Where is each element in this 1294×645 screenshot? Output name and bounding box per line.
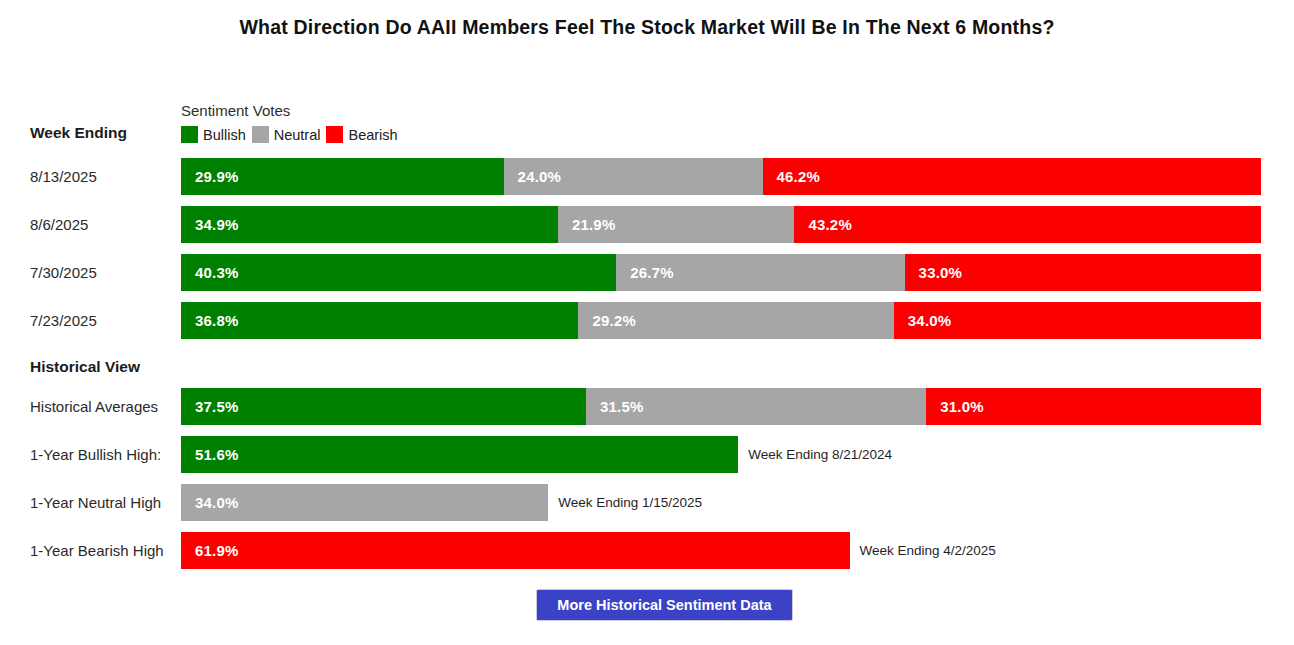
bullish-high-row: 1-Year Bullish High: 51.6% Week Ending 8…	[30, 436, 1261, 473]
legend-label-bearish: Bearish	[348, 127, 397, 143]
week-row: 8/6/2025 34.9% 21.9% 43.2%	[30, 206, 1261, 243]
bearish-segment: 43.2%	[794, 206, 1261, 243]
legend-item-neutral: Neutral	[252, 126, 321, 143]
bullish-swatch-icon	[181, 126, 198, 143]
segment-value: 34.0%	[908, 312, 952, 329]
neutral-segment: 24.0%	[504, 158, 763, 195]
segment-value: 34.0%	[195, 494, 239, 511]
historical-view-heading: Historical View	[30, 358, 140, 376]
row-label: 1-Year Neutral High	[30, 494, 181, 511]
legend: Sentiment Votes Bullish Neutral Bearish	[181, 102, 404, 143]
week-label: 7/23/2025	[30, 312, 181, 329]
segment-value: 33.0%	[919, 264, 963, 281]
week-ending-heading: Week Ending	[30, 124, 127, 142]
segment-value: 40.3%	[195, 264, 239, 281]
row-label: 1-Year Bearish High	[30, 542, 181, 559]
week-label: 8/13/2025	[30, 168, 181, 185]
neutral-segment: 21.9%	[558, 206, 795, 243]
legend-label-bullish: Bullish	[203, 127, 246, 143]
neutral-segment: 34.0%	[181, 484, 548, 521]
week-row: 7/30/2025 40.3% 26.7% 33.0%	[30, 254, 1261, 291]
week-row: 8/13/2025 29.9% 24.0% 46.2%	[30, 158, 1261, 195]
bearish-segment: 46.2%	[763, 158, 1261, 195]
legend-title: Sentiment Votes	[181, 102, 404, 119]
week-label: 7/30/2025	[30, 264, 181, 281]
bar-track: 34.9% 21.9% 43.2%	[181, 206, 1261, 243]
bearish-high-row: 1-Year Bearish High 61.9% Week Ending 4/…	[30, 532, 1261, 569]
neutral-segment: 31.5%	[586, 388, 926, 425]
week-label: 8/6/2025	[30, 216, 181, 233]
segment-value: 31.0%	[940, 398, 984, 415]
bullish-segment: 36.8%	[181, 302, 578, 339]
bar-track: 51.6% Week Ending 8/21/2024	[181, 436, 1261, 473]
weekly-rows: 8/13/2025 29.9% 24.0% 46.2% 8/6/2025 34.…	[30, 158, 1261, 350]
week-row: 7/23/2025 36.8% 29.2% 34.0%	[30, 302, 1261, 339]
segment-value: 37.5%	[195, 398, 239, 415]
neutral-high-row: 1-Year Neutral High 34.0% Week Ending 1/…	[30, 484, 1261, 521]
segment-value: 51.6%	[195, 446, 239, 463]
historical-rows: Historical Averages 37.5% 31.5% 31.0% 1-…	[30, 388, 1261, 580]
bearish-swatch-icon	[326, 126, 343, 143]
bar-annotation: Week Ending 8/21/2024	[748, 447, 892, 462]
legend-label-neutral: Neutral	[274, 127, 321, 143]
bar-track: 40.3% 26.7% 33.0%	[181, 254, 1261, 291]
row-label: Historical Averages	[30, 398, 181, 415]
historical-averages-row: Historical Averages 37.5% 31.5% 31.0%	[30, 388, 1261, 425]
segment-value: 24.0%	[518, 168, 562, 185]
segment-value: 21.9%	[572, 216, 616, 233]
bar-track: 29.9% 24.0% 46.2%	[181, 158, 1261, 195]
bearish-segment: 34.0%	[894, 302, 1261, 339]
bullish-segment: 51.6%	[181, 436, 738, 473]
bar-annotation: Week Ending 1/15/2025	[558, 495, 702, 510]
bar-track: 37.5% 31.5% 31.0%	[181, 388, 1261, 425]
bar-annotation: Week Ending 4/2/2025	[860, 543, 996, 558]
bullish-segment: 29.9%	[181, 158, 504, 195]
segment-value: 31.5%	[600, 398, 644, 415]
segment-value: 46.2%	[777, 168, 821, 185]
segment-value: 29.9%	[195, 168, 239, 185]
segment-value: 36.8%	[195, 312, 239, 329]
neutral-segment: 26.7%	[616, 254, 904, 291]
bar-track: 36.8% 29.2% 34.0%	[181, 302, 1261, 339]
bearish-segment: 33.0%	[905, 254, 1261, 291]
bearish-segment: 61.9%	[181, 532, 850, 569]
bullish-segment: 34.9%	[181, 206, 558, 243]
neutral-segment: 29.2%	[578, 302, 893, 339]
bar-track: 61.9% Week Ending 4/2/2025	[181, 532, 1261, 569]
bullish-segment: 37.5%	[181, 388, 586, 425]
legend-item-bearish: Bearish	[326, 126, 397, 143]
more-historical-data-button[interactable]: More Historical Sentiment Data	[536, 589, 793, 621]
legend-items: Bullish Neutral Bearish	[181, 126, 404, 143]
segment-value: 29.2%	[592, 312, 636, 329]
neutral-swatch-icon	[252, 126, 269, 143]
bearish-segment: 31.0%	[926, 388, 1261, 425]
segment-value: 26.7%	[630, 264, 674, 281]
segment-value: 61.9%	[195, 542, 239, 559]
legend-item-bullish: Bullish	[181, 126, 246, 143]
segment-value: 43.2%	[808, 216, 852, 233]
bar-track: 34.0% Week Ending 1/15/2025	[181, 484, 1261, 521]
row-label: 1-Year Bullish High:	[30, 446, 181, 463]
segment-value: 34.9%	[195, 216, 239, 233]
chart-title: What Direction Do AAII Members Feel The …	[0, 16, 1294, 39]
bullish-segment: 40.3%	[181, 254, 616, 291]
